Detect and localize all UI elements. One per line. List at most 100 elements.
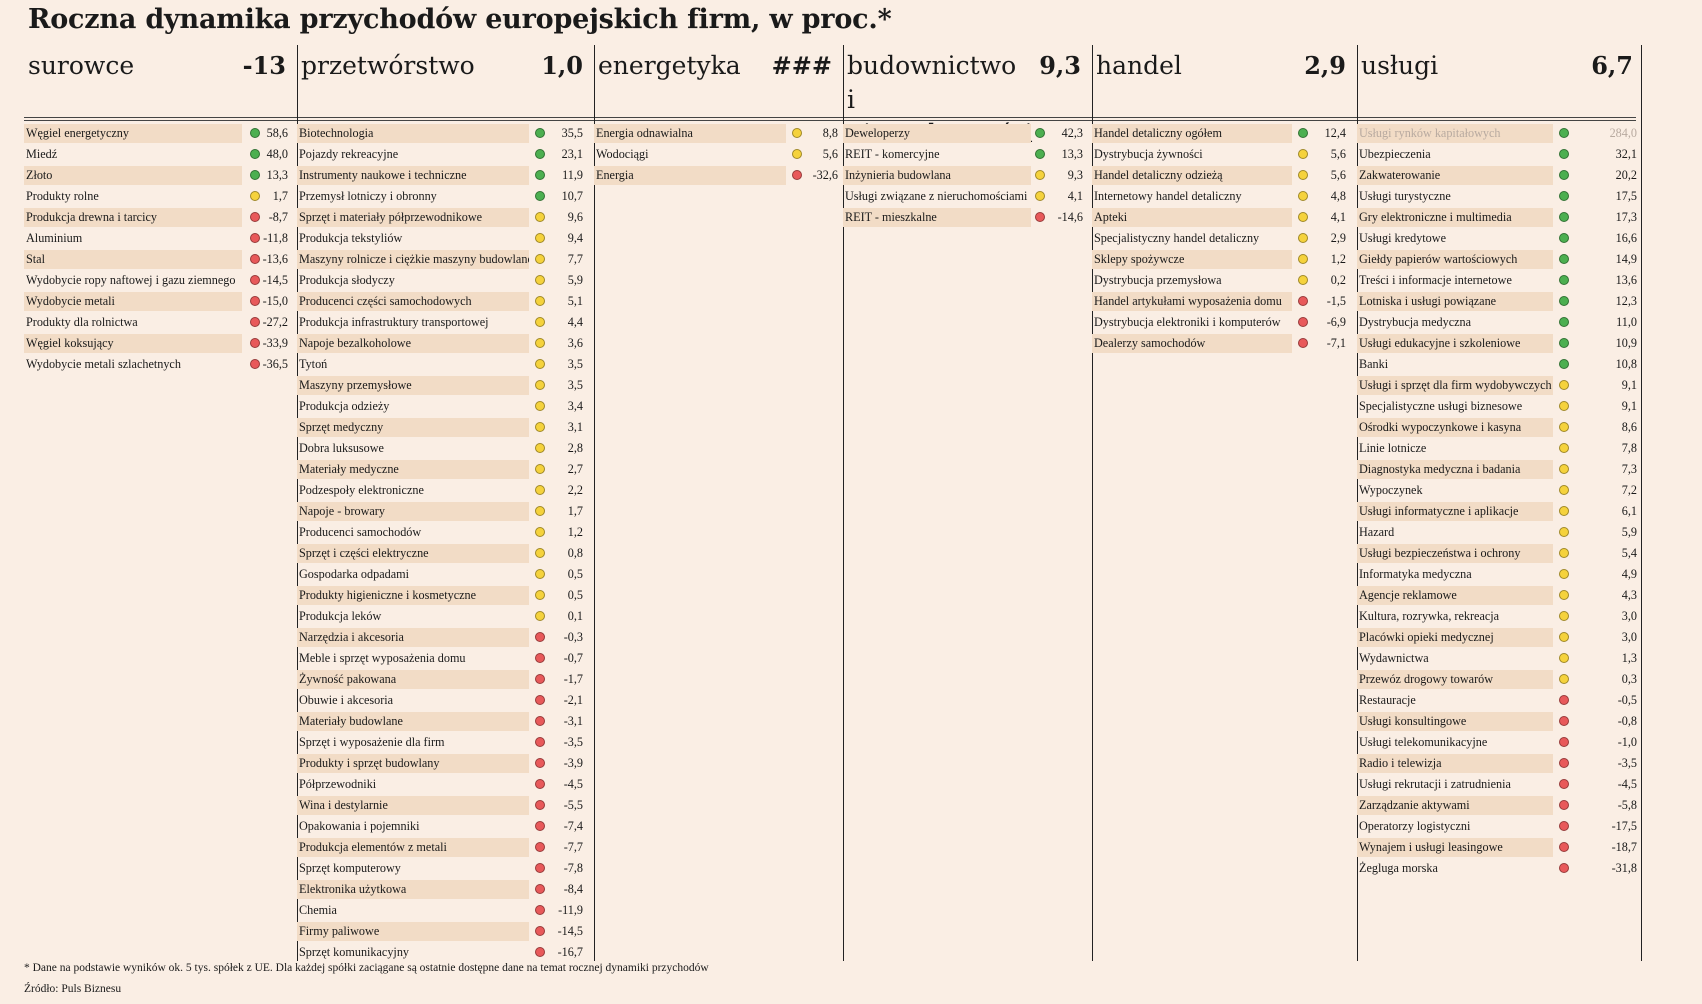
status-yellow-dot-icon bbox=[535, 548, 545, 558]
row-shade bbox=[1357, 250, 1553, 269]
sector-column: handel 2,9 Handel detaliczny ogółem 12,4 Dys… bbox=[1092, 45, 1354, 353]
industry-row: Wypoczynek 7,2 bbox=[1357, 480, 1641, 501]
row-shade bbox=[1357, 712, 1553, 731]
industry-value: -18,7 bbox=[1611, 840, 1637, 854]
industry-row: Sklepy spożywcze 1,2 bbox=[1092, 249, 1354, 270]
status-yellow-dot-icon bbox=[792, 128, 802, 138]
status-yellow-dot-icon bbox=[535, 401, 545, 411]
industry-row: REIT - mieszkalne -14,6 bbox=[843, 207, 1089, 228]
industry-value: 13,3 bbox=[266, 168, 288, 182]
industry-row: Energia -32,6 bbox=[594, 165, 840, 186]
row-shade bbox=[594, 124, 786, 143]
industry-value: 9,6 bbox=[567, 210, 583, 224]
industry-label: Dystrybucja elektroniki i komputerów bbox=[1094, 315, 1281, 329]
status-yellow-dot-icon bbox=[792, 149, 802, 159]
status-red-dot-icon bbox=[250, 212, 260, 222]
industry-label: Deweloperzy bbox=[845, 126, 910, 140]
industry-label: Energia bbox=[596, 168, 634, 182]
industry-label: Tytoń bbox=[299, 357, 328, 371]
status-yellow-dot-icon bbox=[1559, 422, 1569, 432]
industry-row: Materiały budowlane -3,1 bbox=[297, 711, 591, 732]
industry-value: -31,8 bbox=[1611, 861, 1637, 875]
row-shade bbox=[1357, 124, 1553, 143]
row-shade bbox=[1092, 208, 1292, 227]
status-yellow-dot-icon bbox=[535, 485, 545, 495]
row-shade bbox=[1092, 292, 1292, 311]
row-shade bbox=[843, 124, 1031, 143]
industry-label: Opakowania i pojemniki bbox=[299, 819, 420, 833]
industry-row: Usługi konsultingowe -0,8 bbox=[1357, 711, 1641, 732]
industry-label: REIT - komercyjne bbox=[845, 147, 940, 161]
industry-label: Produkty higieniczne i kosmetyczne bbox=[299, 588, 477, 602]
status-red-dot-icon bbox=[535, 758, 545, 768]
column-divider bbox=[1092, 45, 1093, 961]
industry-label: Wydobycie ropy naftowej i gazu ziemnego bbox=[26, 273, 236, 287]
status-red-dot-icon bbox=[250, 338, 260, 348]
industry-label: Złoto bbox=[26, 168, 53, 182]
status-yellow-dot-icon bbox=[1559, 653, 1569, 663]
industry-value: 1,7 bbox=[567, 504, 583, 518]
industry-value: 9,1 bbox=[1621, 399, 1637, 413]
industry-row: Specjalistyczne usługi biznesowe 9,1 bbox=[1357, 396, 1641, 417]
industry-value: 6,1 bbox=[1621, 504, 1637, 518]
industry-row: Inżynieria budowlana 9,3 bbox=[843, 165, 1089, 186]
row-shade bbox=[24, 208, 242, 227]
industry-row: Ubezpieczenia 32,1 bbox=[1357, 144, 1641, 165]
industry-label: Agencje reklamowe bbox=[1359, 588, 1457, 602]
industry-label: Ośrodki wypoczynkowe i kasyna bbox=[1359, 420, 1522, 434]
industry-label: Napoje bezalkoholowe bbox=[299, 336, 412, 350]
industry-value: 9,4 bbox=[567, 231, 583, 245]
sector-name: usługi bbox=[1361, 51, 1439, 80]
industry-row: Lotniska i usługi powiązane 12,3 bbox=[1357, 291, 1641, 312]
industry-label: Sprzęt komunikacyjny bbox=[299, 945, 410, 959]
row-shade bbox=[1092, 166, 1292, 185]
status-yellow-dot-icon bbox=[1559, 674, 1569, 684]
industry-row: Usługi informatyczne i aplikacje 6,1 bbox=[1357, 501, 1641, 522]
industry-label: Usługi i sprzęt dla firm wydobywczych bbox=[1359, 378, 1552, 392]
industry-value: 7,7 bbox=[567, 252, 583, 266]
industry-value: 0,1 bbox=[567, 609, 583, 623]
row-shade bbox=[24, 334, 242, 353]
industry-value: 7,3 bbox=[1621, 462, 1637, 476]
industry-label: Producenci części samochodowych bbox=[299, 294, 472, 308]
industry-value: 1,3 bbox=[1621, 651, 1637, 665]
sector-column: surowce -13 Węgiel energetyczny 58,6 Miedź 48… bbox=[24, 45, 294, 371]
industry-value: 5,4 bbox=[1621, 546, 1637, 560]
industry-label: Przemysł lotniczy i obronny bbox=[299, 189, 437, 203]
industry-label: Handel artykułami wyposażenia domu bbox=[1094, 294, 1282, 308]
status-yellow-dot-icon bbox=[1298, 212, 1308, 222]
industry-value: 7,2 bbox=[1621, 483, 1637, 497]
industry-label: Wydobycie metali bbox=[26, 294, 115, 308]
row-shade bbox=[1092, 334, 1292, 353]
industry-row: Gospodarka odpadami 0,5 bbox=[297, 564, 591, 585]
status-green-dot-icon bbox=[1559, 359, 1569, 369]
status-red-dot-icon bbox=[250, 233, 260, 243]
industry-label: Pojazdy rekreacyjne bbox=[299, 147, 399, 161]
industry-value: 0,8 bbox=[567, 546, 583, 560]
status-yellow-dot-icon bbox=[535, 380, 545, 390]
row-shade bbox=[297, 838, 529, 857]
industry-row: Usługi związane z nieruchomościami 4,1 bbox=[843, 186, 1089, 207]
industry-row: Dystrybucja przemysłowa 0,2 bbox=[1092, 270, 1354, 291]
industry-label: Węgiel koksujący bbox=[26, 336, 114, 350]
status-yellow-dot-icon bbox=[1035, 191, 1045, 201]
status-yellow-dot-icon bbox=[535, 506, 545, 516]
industry-value: -16,7 bbox=[557, 945, 583, 959]
industry-row: Hazard 5,9 bbox=[1357, 522, 1641, 543]
industry-value: 58,6 bbox=[266, 126, 288, 140]
industry-value: 4,1 bbox=[1330, 210, 1346, 224]
industry-value: -7,4 bbox=[563, 819, 583, 833]
industry-row: Elektronika użytkowa -8,4 bbox=[297, 879, 591, 900]
industry-value: -1,7 bbox=[563, 672, 583, 686]
sector-header: usługi 6,7 bbox=[1357, 45, 1641, 119]
industry-row: Operatorzy logistyczni -17,5 bbox=[1357, 816, 1641, 837]
row-shade bbox=[1357, 292, 1553, 311]
status-red-dot-icon bbox=[250, 296, 260, 306]
industry-row: Napoje - browary 1,7 bbox=[297, 501, 591, 522]
industry-value: 3,6 bbox=[567, 336, 583, 350]
industry-value: 4,3 bbox=[1621, 588, 1637, 602]
industry-value: 48,0 bbox=[266, 147, 288, 161]
status-green-dot-icon bbox=[1559, 212, 1569, 222]
industry-label: Maszyny przemysłowe bbox=[299, 378, 412, 392]
industry-row: Sprzęt komunikacyjny -16,7 bbox=[297, 942, 591, 963]
